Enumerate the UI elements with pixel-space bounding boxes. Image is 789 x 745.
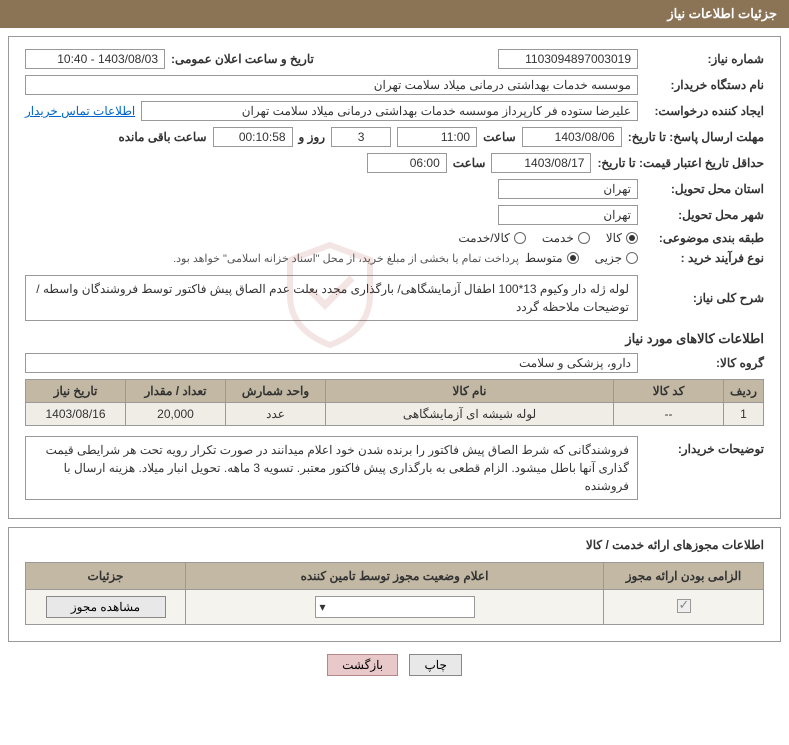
announce-value: 1403/08/03 - 10:40 [25,49,165,69]
cell-date: 1403/08/16 [26,403,126,426]
radio-medium[interactable]: متوسط [525,251,579,265]
permits-title: اطلاعات مجوزهای ارائه خدمت / کالا [25,538,764,552]
radio-goods[interactable]: کالا [606,231,638,245]
process-note: پرداخت تمام یا بخشی از مبلغ خرید، از محل… [173,252,519,265]
deadline-date: 1403/08/06 [522,127,622,147]
th-date: تاریخ نیاز [26,380,126,403]
status-select[interactable] [315,596,475,618]
city-label: شهر محل تحویل: [644,208,764,222]
time-label-1: ساعت [483,130,516,144]
buyer-notes-label: توضیحات خریدار: [644,436,764,456]
footer-buttons: چاپ بازگشت [0,654,789,676]
radio-both[interactable]: کالا/خدمت [458,231,525,245]
radio-partial-label: جزیی [595,251,622,265]
th-qty: تعداد / مقدار [126,380,226,403]
table-row: مشاهده مجوز [26,590,764,625]
deadline-label: مهلت ارسال پاسخ: تا تاریخ: [628,130,764,144]
print-button[interactable]: چاپ [409,654,461,676]
items-section-title: اطلاعات کالاهای مورد نیاز [25,331,764,347]
th-unit: واحد شمارش [226,380,326,403]
validity-label: حداقل تاریخ اعتبار قیمت: تا تاریخ: [597,156,764,170]
radio-service-label: خدمت [542,231,574,245]
radio-goods-label: کالا [606,231,622,245]
days-label: روز و [299,130,326,144]
city-value: تهران [498,205,638,225]
province-label: استان محل تحویل: [644,182,764,196]
desc-label: شرح کلی نیاز: [644,291,764,305]
th-code: کد کالا [614,380,724,403]
table-row: 1 -- لوله شیشه ای آزمایشگاهی عدد 20,000 … [26,403,764,426]
cell-status [186,590,604,625]
th-details: جزئیات [26,563,186,590]
back-button[interactable]: بازگشت [327,654,398,676]
remain-label: ساعت باقی مانده [118,130,206,144]
page-header: جزئیات اطلاعات نیاز [0,0,789,28]
th-name: نام کالا [326,380,614,403]
radio-icon [626,252,638,264]
announce-label: تاریخ و ساعت اعلان عمومی: [171,52,314,66]
radio-medium-label: متوسط [525,251,563,265]
process-label: نوع فرآیند خرید : [644,251,764,265]
deadline-time: 11:00 [397,127,477,147]
th-status: اعلام وضعیت مجوز توسط تامین کننده [186,563,604,590]
permits-panel: اطلاعات مجوزهای ارائه خدمت / کالا الزامی… [8,527,781,642]
cell-qty: 20,000 [126,403,226,426]
contact-link[interactable]: اطلاعات تماس خریدار [25,104,135,118]
need-no-label: شماره نیاز: [644,52,764,66]
buyer-value: موسسه خدمات بهداشتی درمانی میلاد سلامت ت… [25,75,638,95]
th-row: ردیف [724,380,764,403]
radio-partial[interactable]: جزیی [595,251,638,265]
cell-code: -- [614,403,724,426]
group-label: گروه کالا: [644,356,764,370]
cell-details: مشاهده مجوز [26,590,186,625]
main-info-panel: شماره نیاز: 1103094897003019 تاریخ و ساع… [8,36,781,519]
need-no-value: 1103094897003019 [498,49,638,69]
cell-required [604,590,764,625]
items-table: ردیف کد کالا نام کالا واحد شمارش تعداد /… [25,379,764,426]
radio-icon [567,252,579,264]
radio-icon [626,232,638,244]
buyer-notes-value: فروشندگانی که شرط الصاق پیش فاکتور را بر… [25,436,638,500]
radio-icon [514,232,526,244]
required-checkbox [677,599,691,613]
cell-row: 1 [724,403,764,426]
cell-name: لوله شیشه ای آزمایشگاهی [326,403,614,426]
th-required: الزامی بودن ارائه مجوز [604,563,764,590]
category-radio-group: کالا خدمت کالا/خدمت [458,231,638,245]
process-radio-group: جزیی متوسط [525,251,638,265]
validity-date: 1403/08/17 [491,153,591,173]
category-label: طبقه بندی موضوعی: [644,231,764,245]
radio-service[interactable]: خدمت [542,231,590,245]
page-title: جزئیات اطلاعات نیاز [667,6,777,21]
cell-unit: عدد [226,403,326,426]
validity-time: 06:00 [367,153,447,173]
group-value: دارو، پزشکی و سلامت [25,353,638,373]
permits-table: الزامی بودن ارائه مجوز اعلام وضعیت مجوز … [25,562,764,625]
buyer-label: نام دستگاه خریدار: [644,78,764,92]
remain-value: 00:10:58 [213,127,293,147]
days-value: 3 [331,127,391,147]
creator-value: علیرضا ستوده فر کارپرداز موسسه خدمات بهد… [141,101,638,121]
view-permit-button[interactable]: مشاهده مجوز [46,596,166,618]
desc-value: لوله ژله دار وکیوم 13*100 اطفال آزمایشگا… [25,275,638,321]
radio-icon [578,232,590,244]
creator-label: ایجاد کننده درخواست: [644,104,764,118]
time-label-2: ساعت [453,156,486,170]
province-value: تهران [498,179,638,199]
radio-both-label: کالا/خدمت [458,231,509,245]
